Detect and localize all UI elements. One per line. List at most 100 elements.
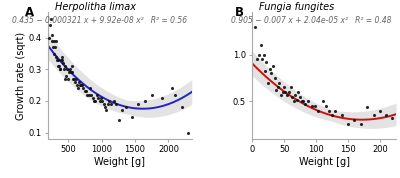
Text: B: B (235, 6, 244, 19)
Point (104, 103, 111, 106)
Point (98, 96, 104, 99)
Point (289, 95, 295, 98)
Point (46, 36, 52, 39)
Point (292, 93, 298, 96)
Point (66, 71, 73, 74)
Point (259, 58, 266, 61)
Point (302, 103, 308, 106)
Point (49, 40, 56, 42)
Point (76, 80, 82, 83)
Point (338, 114, 345, 117)
Point (284, 93, 290, 96)
Point (90, 96, 96, 99)
Point (69, 65, 76, 68)
Point (116, 119, 122, 121)
Point (76, 84, 83, 87)
Point (128, 115, 135, 118)
Point (315, 109, 321, 112)
Text: Herpolitha limax: Herpolitha limax (55, 2, 136, 12)
Point (64, 68, 70, 71)
Point (123, 106, 130, 109)
Point (103, 109, 109, 112)
Point (282, 91, 289, 93)
Point (55, 65, 62, 68)
Point (383, 114, 390, 117)
Text: A: A (25, 6, 34, 19)
Point (262, 70, 268, 73)
Point (168, 87, 175, 90)
Point (364, 106, 370, 108)
Point (329, 114, 335, 117)
Point (388, 117, 395, 120)
Point (358, 122, 364, 125)
Point (53, 55, 60, 58)
Point (308, 105, 315, 108)
Point (332, 109, 338, 112)
Point (56, 65, 62, 68)
Point (268, 72, 274, 75)
Point (94, 93, 100, 96)
Text: 0.435 − 0.000321 x + 9.92e-08 x²   R² = 0.56: 0.435 − 0.000321 x + 9.92e-08 x² R² = 0.… (12, 16, 188, 25)
Point (299, 100, 305, 103)
Point (68, 71, 75, 74)
Point (58, 58, 64, 61)
Point (287, 86, 294, 89)
Point (84, 93, 91, 96)
Point (276, 81, 282, 84)
Point (82, 90, 88, 93)
Point (110, 100, 117, 102)
Point (62, 65, 68, 68)
Point (58, 55, 65, 58)
Point (48, 17, 54, 20)
Point (273, 89, 280, 92)
Point (345, 122, 351, 125)
Point (57, 68, 64, 71)
Point (63, 74, 70, 77)
Point (351, 119, 358, 122)
Point (70, 77, 77, 80)
Point (88, 93, 95, 96)
Point (312, 105, 318, 108)
Point (263, 61, 270, 64)
Point (87, 87, 93, 90)
Point (267, 67, 273, 70)
Point (178, 106, 185, 109)
Point (59, 58, 66, 61)
Point (305, 100, 312, 103)
Point (65, 77, 72, 80)
Point (172, 93, 178, 96)
Point (51, 40, 57, 42)
Point (281, 86, 287, 89)
Point (99, 100, 105, 102)
X-axis label: Weight [g]: Weight [g] (298, 157, 350, 167)
Point (51, 52, 58, 55)
Point (260, 53, 267, 56)
Point (70, 77, 76, 80)
Point (52, 46, 58, 49)
Point (300, 100, 306, 103)
Point (96, 100, 103, 102)
Text: Fungia fungites: Fungia fungites (259, 2, 335, 12)
Point (286, 91, 292, 93)
Point (295, 91, 302, 93)
Point (322, 105, 329, 108)
Point (50, 46, 56, 49)
Text: 0.905 − 0.007 x + 2.04e-05 x²   R² = 0.48: 0.905 − 0.007 x + 2.04e-05 x² R² = 0.48 (231, 16, 392, 25)
Point (54, 58, 60, 61)
Point (60, 68, 67, 71)
Point (278, 93, 284, 96)
Point (297, 95, 303, 98)
Point (54, 58, 61, 61)
Point (91, 100, 97, 102)
Point (113, 103, 120, 106)
Point (265, 81, 271, 84)
Point (79, 84, 85, 87)
Point (95, 96, 101, 99)
Point (272, 77, 278, 79)
Point (106, 100, 112, 102)
Point (377, 109, 383, 112)
X-axis label: Weight [g]: Weight [g] (94, 157, 146, 167)
Point (74, 87, 81, 90)
Point (92, 100, 99, 102)
Point (294, 98, 300, 101)
